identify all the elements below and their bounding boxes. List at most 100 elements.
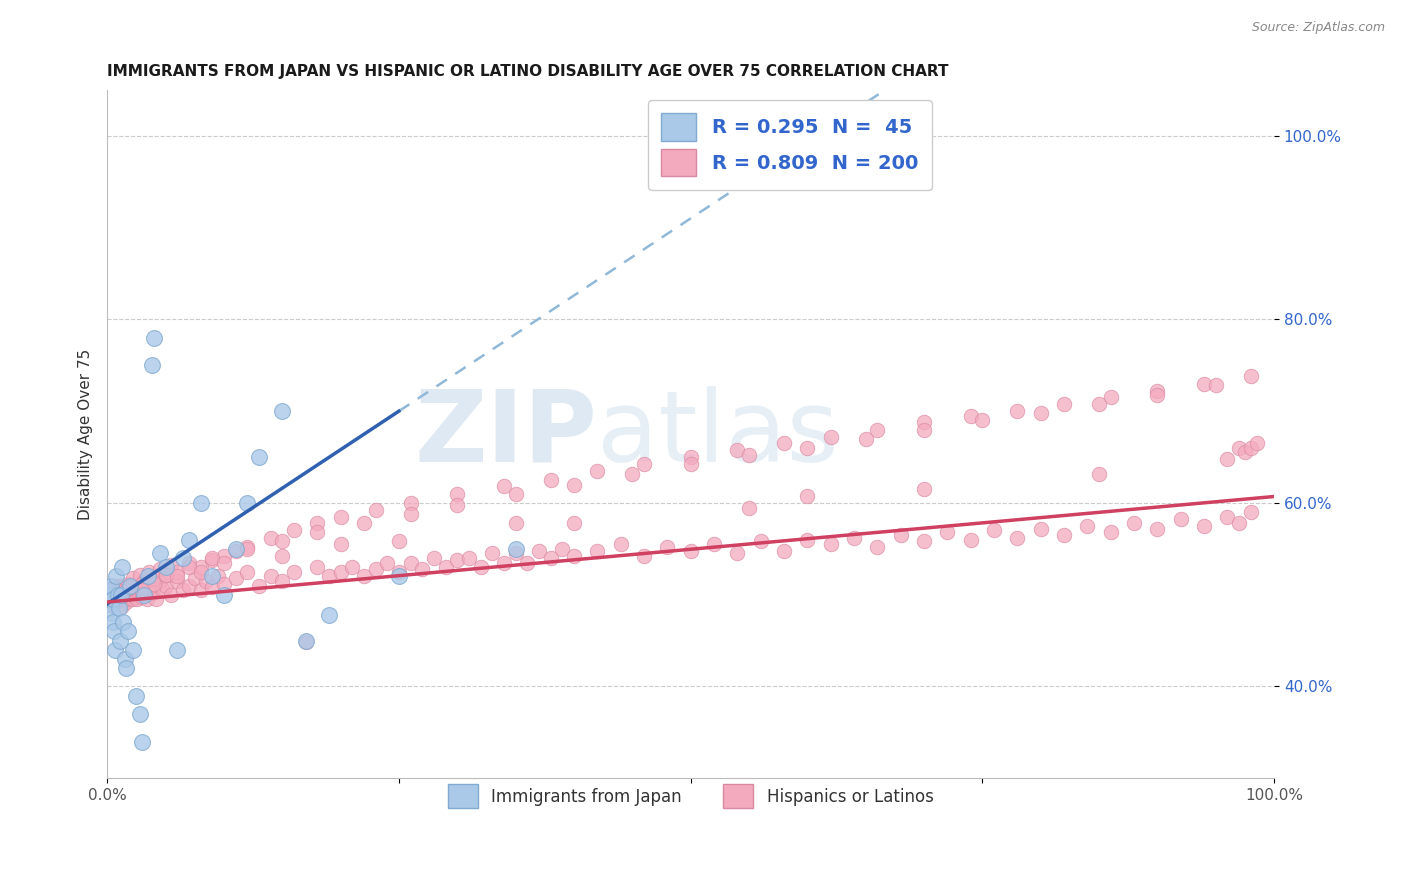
- Point: [236, 540, 259, 554]
- Point: [470, 560, 492, 574]
- Point: [1146, 387, 1168, 401]
- Point: [115, 588, 138, 602]
- Point: [212, 576, 235, 591]
- Point: [866, 540, 889, 554]
- Point: [121, 571, 143, 585]
- Point: [773, 436, 796, 450]
- Point: [1246, 436, 1268, 450]
- Point: [183, 571, 205, 585]
- Point: [142, 580, 165, 594]
- Point: [1029, 406, 1052, 420]
- Point: [117, 590, 139, 604]
- Point: [375, 556, 398, 570]
- Point: [796, 489, 818, 503]
- Point: [1007, 404, 1029, 418]
- Point: [101, 586, 124, 600]
- Point: [160, 588, 183, 602]
- Text: ZIP: ZIP: [415, 385, 598, 483]
- Point: [212, 549, 235, 563]
- Point: [1099, 391, 1122, 405]
- Point: [609, 537, 631, 551]
- Point: [505, 546, 527, 560]
- Point: [110, 586, 132, 600]
- Point: [399, 496, 422, 510]
- Point: [329, 509, 352, 524]
- Point: [866, 423, 889, 437]
- Point: [114, 652, 136, 666]
- Point: [1007, 531, 1029, 545]
- Point: [399, 556, 422, 570]
- Point: [108, 633, 131, 648]
- Point: [110, 578, 132, 592]
- Point: [1099, 525, 1122, 540]
- Point: [201, 553, 224, 567]
- Point: [190, 583, 212, 598]
- Point: [562, 477, 585, 491]
- Point: [128, 567, 150, 582]
- Point: [505, 541, 527, 556]
- Point: [679, 450, 702, 464]
- Point: [1240, 505, 1263, 519]
- Point: [101, 586, 124, 600]
- Point: [236, 496, 259, 510]
- Point: [120, 578, 142, 592]
- Point: [912, 534, 935, 549]
- Point: [353, 569, 375, 583]
- Point: [236, 541, 259, 556]
- Point: [983, 524, 1005, 538]
- Point: [364, 562, 387, 576]
- Point: [141, 358, 163, 372]
- Point: [131, 576, 153, 591]
- Point: [155, 567, 177, 582]
- Point: [481, 546, 503, 560]
- Point: [540, 473, 562, 487]
- Point: [141, 586, 163, 600]
- Point: [127, 592, 149, 607]
- Point: [195, 574, 218, 588]
- Point: [492, 479, 515, 493]
- Point: [121, 592, 143, 607]
- Point: [1192, 376, 1215, 391]
- Point: [1240, 369, 1263, 384]
- Point: [101, 599, 124, 613]
- Point: [725, 546, 748, 560]
- Point: [124, 590, 146, 604]
- Point: [446, 553, 468, 567]
- Text: atlas: atlas: [598, 385, 839, 483]
- Point: [114, 592, 136, 607]
- Point: [108, 578, 131, 592]
- Point: [108, 592, 131, 607]
- Point: [160, 558, 183, 573]
- Point: [155, 560, 177, 574]
- Point: [212, 588, 235, 602]
- Point: [190, 560, 212, 574]
- Point: [446, 498, 468, 512]
- Point: [122, 580, 145, 594]
- Point: [149, 562, 172, 576]
- Point: [283, 565, 305, 579]
- Point: [364, 503, 387, 517]
- Point: [796, 441, 818, 455]
- Point: [134, 574, 156, 588]
- Point: [562, 549, 585, 563]
- Point: [1205, 378, 1227, 392]
- Point: [225, 541, 247, 556]
- Point: [457, 551, 479, 566]
- Point: [131, 734, 153, 748]
- Point: [128, 578, 150, 592]
- Point: [271, 534, 294, 549]
- Point: [1123, 516, 1146, 530]
- Point: [98, 583, 121, 598]
- Point: [136, 569, 159, 583]
- Point: [125, 580, 148, 594]
- Point: [104, 642, 127, 657]
- Point: [749, 534, 772, 549]
- Point: [145, 592, 167, 607]
- Point: [307, 560, 329, 574]
- Point: [307, 525, 329, 540]
- Point: [318, 607, 340, 622]
- Point: [114, 583, 136, 598]
- Point: [820, 537, 842, 551]
- Point: [353, 516, 375, 530]
- Point: [307, 516, 329, 530]
